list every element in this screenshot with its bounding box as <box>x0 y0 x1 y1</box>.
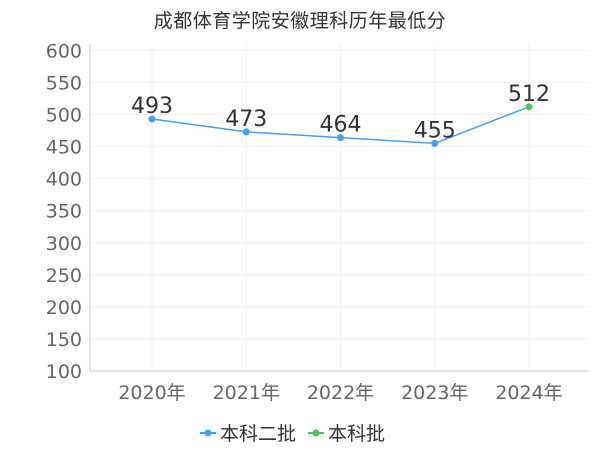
data-point <box>242 128 250 136</box>
legend-swatch-dot <box>204 429 212 437</box>
x-tick-label: 2023年 <box>401 382 468 404</box>
y-tick-label: 500 <box>46 105 82 127</box>
data-label: 493 <box>131 94 173 119</box>
y-tick-label: 300 <box>46 233 82 255</box>
y-tick-label: 250 <box>46 265 82 287</box>
data-point <box>148 115 156 123</box>
y-tick-label: 150 <box>46 329 82 351</box>
y-tick-label: 400 <box>46 169 82 191</box>
y-tick-label: 350 <box>46 201 82 223</box>
data-label: 455 <box>414 118 456 143</box>
legend-swatch-dot <box>312 429 320 437</box>
data-point <box>525 103 533 111</box>
x-tick-label: 2022年 <box>307 382 374 404</box>
y-tick-label: 550 <box>46 72 82 94</box>
y-tick-label: 600 <box>46 40 82 62</box>
data-point <box>337 134 344 142</box>
x-tick-label: 2021年 <box>213 382 280 404</box>
y-tick-label: 200 <box>46 297 82 319</box>
legend-label: 本科二批 <box>220 423 296 445</box>
x-tick-label: 2020年 <box>118 382 185 404</box>
x-tick-label: 2024年 <box>495 382 562 404</box>
data-label: 473 <box>225 107 267 132</box>
data-label: 464 <box>320 113 362 138</box>
legend-label: 本科批 <box>328 423 385 445</box>
data-point <box>431 139 439 147</box>
y-tick-label: 450 <box>46 137 82 159</box>
chart-title: 成都体育学院安徽理科历年最低分 <box>153 10 447 32</box>
y-tick-label: 100 <box>46 361 82 383</box>
data-label: 512 <box>508 82 550 107</box>
